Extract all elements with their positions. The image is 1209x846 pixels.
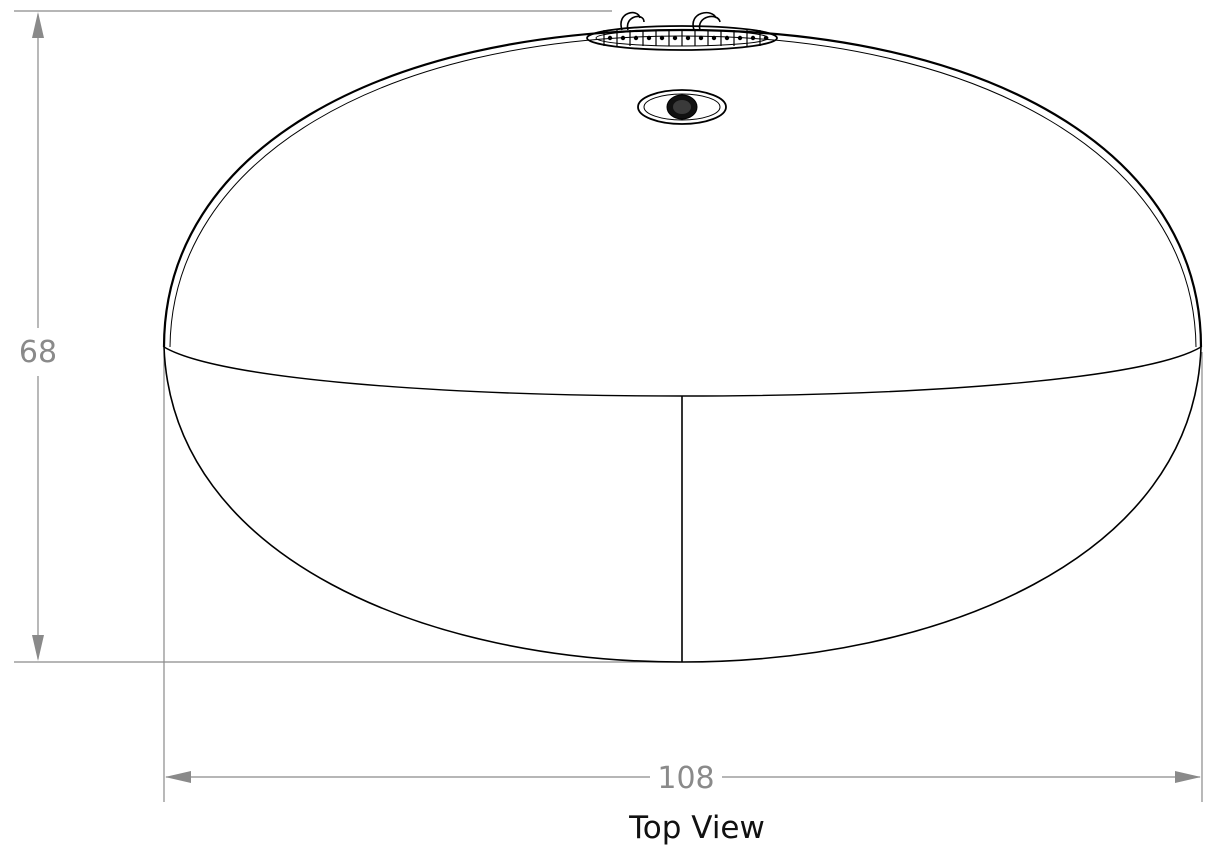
grille-dot xyxy=(633,35,639,41)
width-dimension: 108 xyxy=(163,352,1203,802)
grille-dot xyxy=(607,35,613,41)
grille-dot xyxy=(737,35,743,41)
grille-dot xyxy=(750,35,756,41)
grille-dot xyxy=(659,35,665,41)
width-value-label: 108 xyxy=(657,761,714,796)
grille-dot xyxy=(685,35,691,41)
lens-inner-ring xyxy=(643,93,721,121)
height-dimension: 68 xyxy=(14,10,680,663)
knob-left-icon xyxy=(620,11,645,31)
height-arrow-top xyxy=(32,12,44,38)
upper-dome-outer xyxy=(162,28,1203,348)
grille-dot xyxy=(724,35,730,41)
grille-dot xyxy=(763,35,769,41)
grille-dot xyxy=(646,35,652,41)
grille-dot xyxy=(698,35,704,41)
view-caption: Top View xyxy=(628,810,765,846)
equator-seam xyxy=(163,346,1202,397)
width-arrow-right xyxy=(1175,771,1201,783)
grille-dot xyxy=(620,35,626,41)
lens-sensor xyxy=(637,89,727,125)
grille-rim-outer xyxy=(586,25,778,51)
width-arrow-left xyxy=(165,771,191,783)
grille-dot xyxy=(672,35,678,41)
grille-dot xyxy=(711,35,717,41)
lens-highlight xyxy=(673,100,691,114)
upper-dome-inner xyxy=(169,35,1197,348)
lens-outer-ring xyxy=(637,89,727,125)
height-value-label: 68 xyxy=(19,335,57,370)
top-grille xyxy=(586,11,778,51)
height-arrow-bottom xyxy=(32,635,44,661)
grille-pattern xyxy=(603,30,769,46)
knob-right-icon xyxy=(692,11,721,31)
